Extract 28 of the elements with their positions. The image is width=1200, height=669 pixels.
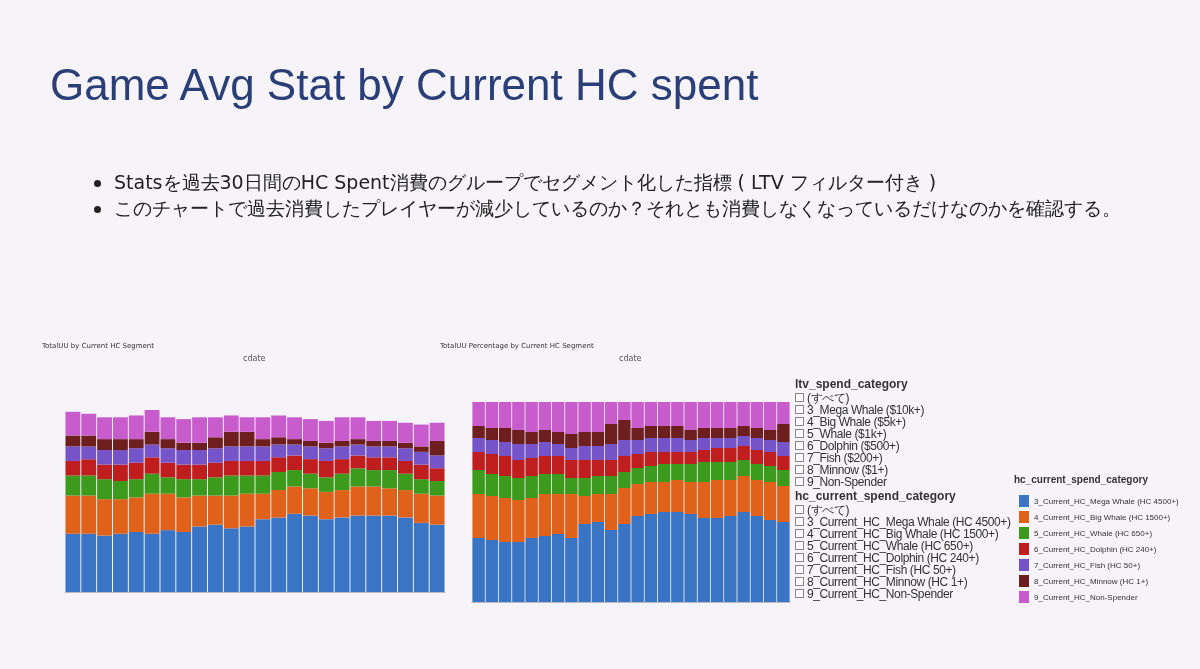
text: (すべて) <box>807 503 849 517</box>
text: 9_Current_HC_Non-Spender <box>807 587 953 601</box>
x-axis-title: cdate <box>243 353 266 363</box>
text: 7_Fish ($200+) <box>807 451 883 465</box>
legend-label: 4_Current_HC_Big Whale (HC 1500+) <box>1034 512 1171 522</box>
legend-label: 7_Current_HC_Fish (HC 50+) <box>1034 560 1141 570</box>
text: ltv_spend_category <box>795 377 908 391</box>
text: 6_Current_HC_Dolphin (HC 240+) <box>807 551 979 565</box>
text: hc_current_spend_category <box>795 489 956 503</box>
text: 3_Current_HC_Mega Whale (HC 4500+) <box>807 515 1011 529</box>
text: 3_Mega Whale ($10k+) <box>807 403 925 417</box>
legend-label: 6_Current_HC_Dolphin (HC 240+) <box>1034 544 1157 554</box>
text: このチャートで過去消費したプレイヤーが減少しているのか？それとも消費しなくなっているだけなのかを確認する。 <box>114 196 1121 219</box>
text: 5_Whale ($1k+) <box>807 427 887 441</box>
text: 6_Dolphin ($500+) <box>807 439 900 453</box>
legend-title: hc_current_spend_category <box>1014 473 1149 485</box>
text: 7_Current_HC_Fish (HC 50+) <box>807 563 956 577</box>
legend-label: 9_Current_HC_Non-Spender <box>1034 592 1138 602</box>
text: Game Avg Stat by Current HC spent <box>50 60 760 110</box>
text: (すべて) <box>807 391 849 405</box>
legend-label: 5_Current_HC_Whale (HC 650+) <box>1034 528 1153 538</box>
legend-label: 8_Current_HC_Minnow (HC 1+) <box>1034 576 1149 586</box>
text: 8_Minnow ($1+) <box>807 463 888 477</box>
text: Statsを過去30日間のHC Spent消費のグループでセグメント化した指標 ( LTV フィルター付き ) <box>114 171 937 193</box>
text: 9_Non-Spender <box>807 475 887 489</box>
x-axis-title: cdate <box>619 353 642 363</box>
legend-label: 3_Current_HC_Mega Whale (HC 4500+) <box>1034 496 1180 506</box>
text: 8_Current_HC_Minnow (HC 1+) <box>807 575 968 589</box>
